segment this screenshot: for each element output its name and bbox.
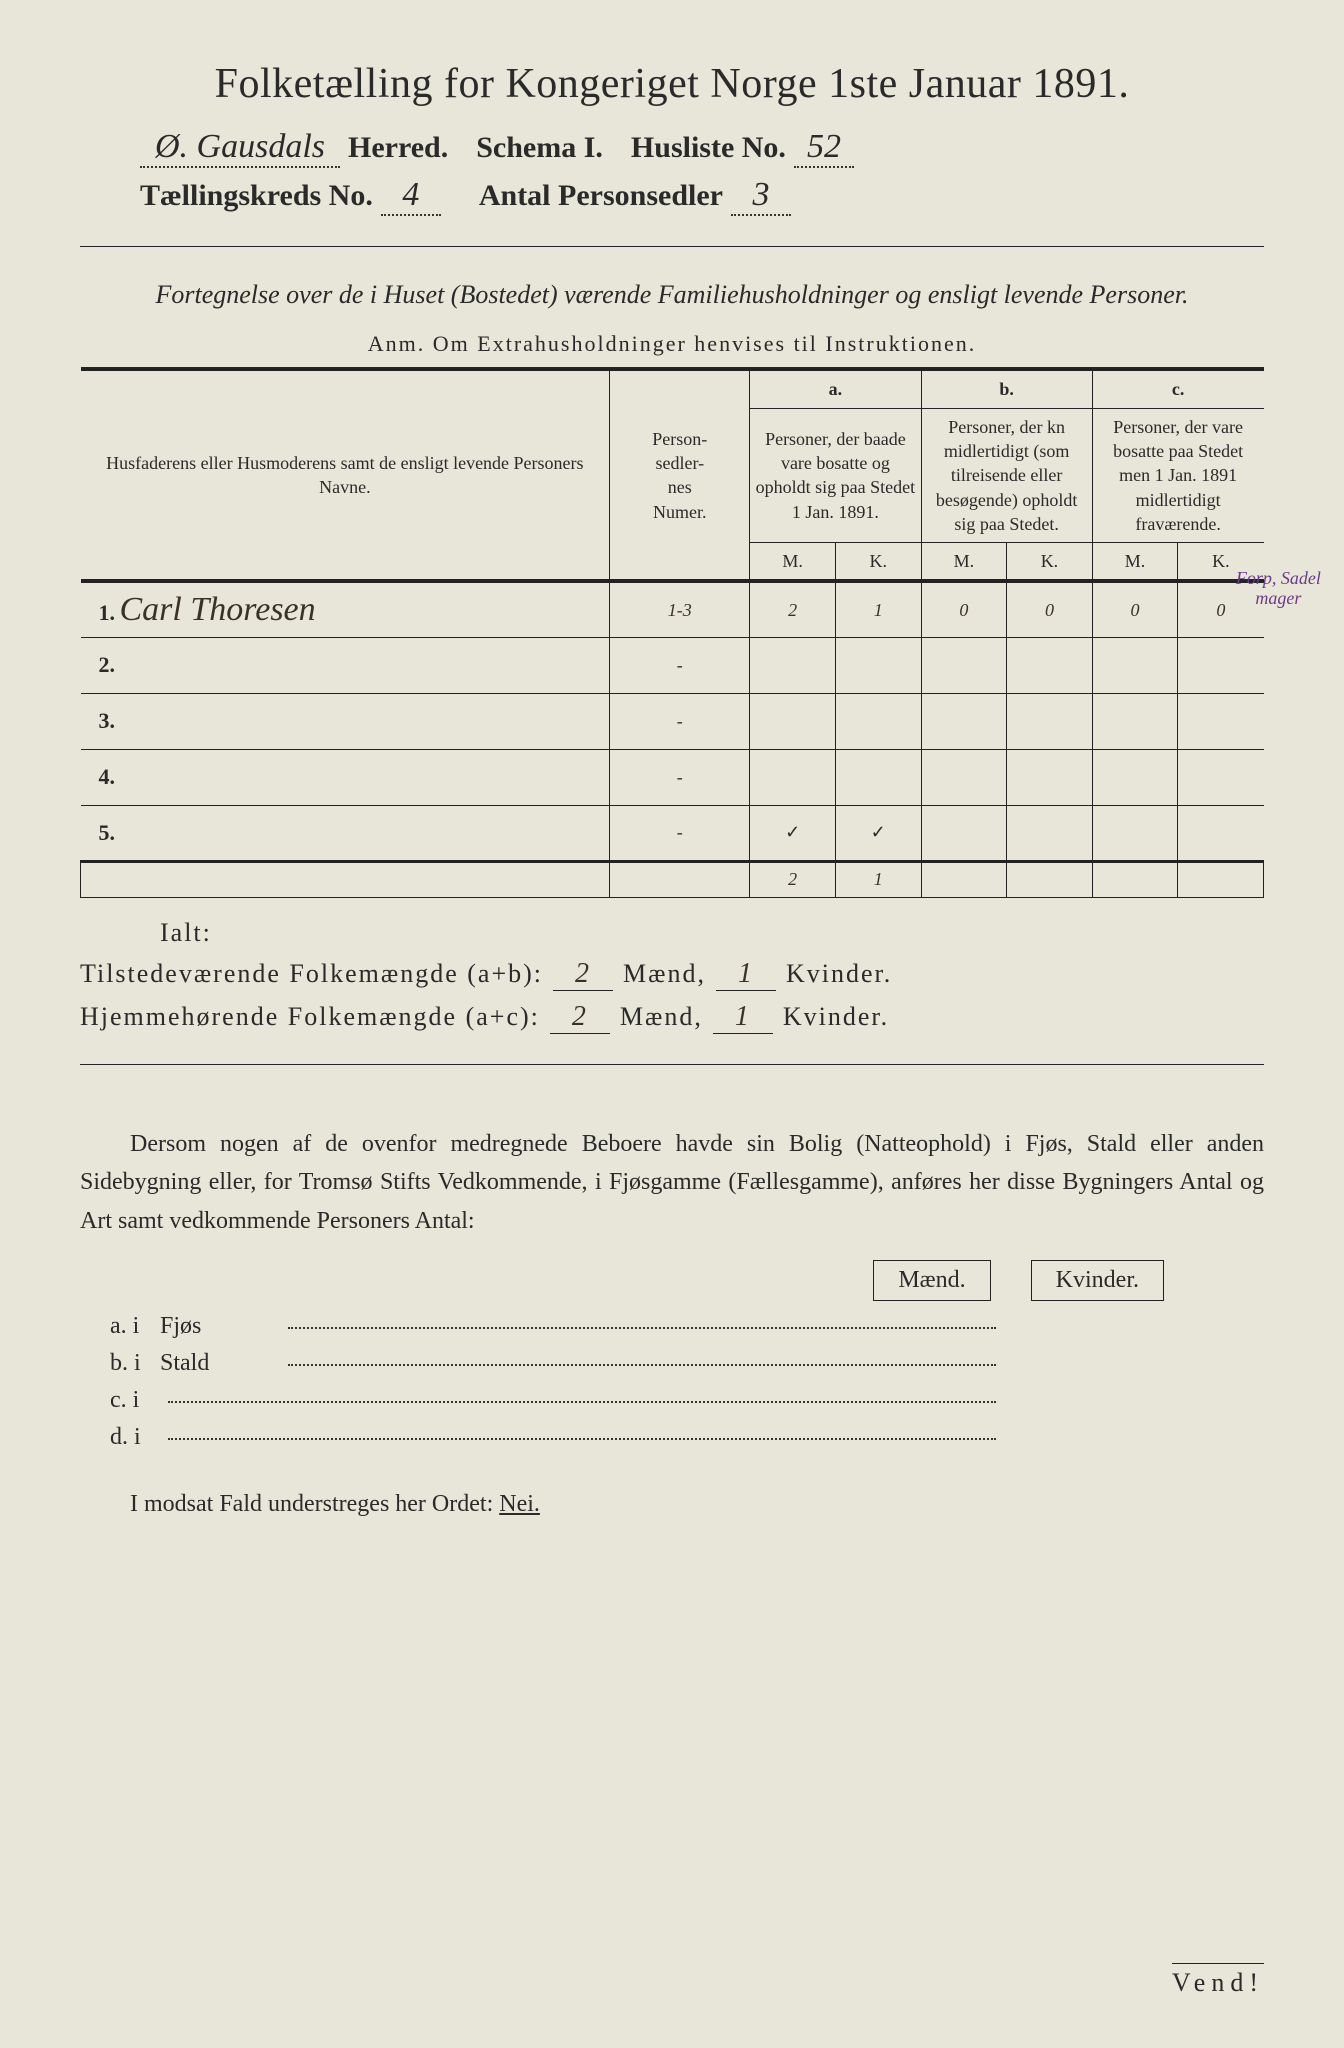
b-k: K. (1007, 543, 1093, 582)
census-form: Folketælling for Kongeriget Norge 1ste J… (80, 60, 1264, 1518)
table-row: 1. Carl Thoresen 1-3 2 1 0 0 0 0Forp, Sa… (81, 581, 1264, 637)
header-row-1: Ø. Gausdals Herred. Schema I. Husliste N… (80, 128, 1264, 168)
tilstede-label: Tilstedeværende Folkemængde (a+b): (80, 959, 543, 989)
hjemme-m: 2 (550, 1001, 610, 1034)
numer-1: 1-3 (610, 581, 750, 637)
instruction-paragraph: Dersom nogen af de ovenfor medregnede Be… (80, 1125, 1264, 1240)
b-m: M. (921, 543, 1007, 582)
vend-label: Vend! (1172, 1963, 1264, 1998)
schema-label: Schema I. (476, 131, 603, 165)
kreds-label: Tællingskreds No. (140, 179, 373, 213)
hjemme-label: Hjemmehørende Folkemængde (a+c): (80, 1002, 540, 1032)
nei-line: I modsat Fald understreges her Ordet: Ne… (80, 1491, 1264, 1518)
r5-ak: ✓ (835, 805, 921, 861)
census-table: Husfaderens eller Husmoderens samt de en… (80, 367, 1264, 898)
r1-bm: 0 (921, 581, 1007, 637)
kvinder-header: Kvinder. (1031, 1260, 1164, 1301)
personsedler-label: Antal Personsedler (479, 179, 723, 213)
r1-bk: 0 (1007, 581, 1093, 637)
page-title: Folketælling for Kongeriget Norge 1ste J… (80, 60, 1264, 108)
r5-am: ✓ (750, 805, 836, 861)
table-row: 4. - (81, 749, 1264, 805)
col-a-label: a. (750, 369, 921, 408)
husliste-label: Husliste No. (631, 131, 786, 165)
ialt-section: Ialt: Tilstedeværende Folkemængde (a+b):… (80, 918, 1264, 1034)
list-item: c. i (80, 1387, 1264, 1414)
col-a-text: Personer, der baade vare bosatte og opho… (750, 408, 921, 542)
table-row: 5. - ✓ ✓ (81, 805, 1264, 861)
r1-cm: 0 (1092, 581, 1178, 637)
tilstede-k: 1 (716, 958, 776, 991)
list-item: a. i Fjøs (80, 1313, 1264, 1340)
building-list: a. i Fjøs b. i Stald c. i d. i (80, 1313, 1264, 1451)
ialt-label: Ialt: (160, 918, 212, 948)
mk-header: Mænd. Kvinder. (80, 1260, 1264, 1301)
hjemme-k: 1 (713, 1001, 773, 1034)
tilstede-m: 2 (553, 958, 613, 991)
anm-note: Anm. Om Extrahusholdninger henvises til … (80, 331, 1264, 357)
col-b-label: b. (921, 369, 1092, 408)
r1-am: 2 (750, 581, 836, 637)
list-item: b. i Stald (80, 1350, 1264, 1377)
husliste-no: 52 (794, 128, 854, 168)
herred-label: Herred. (348, 131, 448, 165)
nei-word: Nei. (499, 1491, 540, 1517)
list-item: d. i (80, 1424, 1264, 1451)
margin-note: Forp, Sadel mager (1218, 569, 1338, 609)
c-m: M. (1092, 543, 1178, 582)
col-name-header: Husfaderens eller Husmoderens samt de en… (81, 369, 610, 581)
col-c-label: c. (1092, 369, 1263, 408)
a-m: M. (750, 543, 836, 582)
col-c-text: Personer, der vare bosatte paa Stedet me… (1092, 408, 1263, 542)
header-row-2: Tællingskreds No. 4 Antal Personsedler 3 (80, 176, 1264, 216)
subtitle: Fortegnelse over de i Huset (Bostedet) v… (80, 277, 1264, 313)
personsedler-no: 3 (731, 176, 791, 216)
col-numer-header: Person- sedler- nes Numer. (610, 369, 750, 581)
kreds-no: 4 (381, 176, 441, 216)
r1-ak: 1 (835, 581, 921, 637)
a-k: K. (835, 543, 921, 582)
below-totals: 2 1 (81, 861, 1264, 897)
col-b-text: Personer, der kn midlertidigt (som tilre… (921, 408, 1092, 542)
maend-header: Mænd. (873, 1260, 990, 1301)
table-row: 3. - (81, 693, 1264, 749)
herred-value: Ø. Gausdals (140, 128, 340, 168)
table-row: 2. - (81, 637, 1264, 693)
r1-ck: 0Forp, Sadel mager (1178, 581, 1264, 637)
name-1: Carl Thoresen (120, 591, 316, 628)
